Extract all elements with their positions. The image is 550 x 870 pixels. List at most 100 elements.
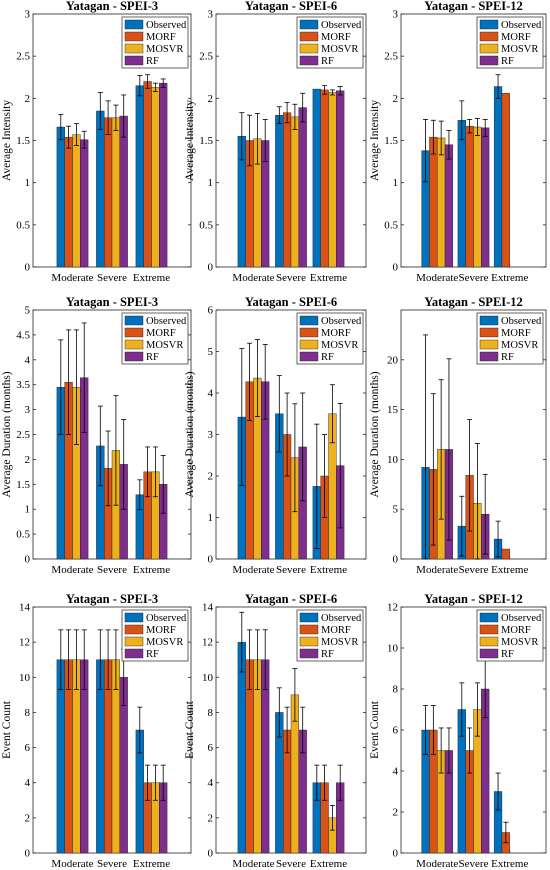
x-tick-label: Extreme xyxy=(133,858,170,870)
legend-label: MORF xyxy=(321,625,351,636)
legend-label: RF xyxy=(321,649,334,660)
y-tick-label: 2.5 xyxy=(16,51,30,63)
bar-mosvr xyxy=(328,92,337,268)
x-tick-label: Severe xyxy=(276,272,306,284)
legend-swatch-rf xyxy=(299,648,319,659)
x-tick-label: Extreme xyxy=(491,272,528,284)
legend-swatch-rf xyxy=(299,55,319,66)
legend-swatch-observed xyxy=(124,315,144,326)
y-tick-label: 14 xyxy=(202,602,214,614)
y-tick-label: 4 xyxy=(25,777,31,789)
y-tick-label: 2.5 xyxy=(16,429,30,441)
bar-observed xyxy=(312,88,321,268)
y-tick-label: 10 xyxy=(202,672,214,684)
bar-rf xyxy=(336,90,345,268)
y-tick-label: 10 xyxy=(387,454,399,466)
bar-mosvr xyxy=(111,117,121,268)
legend-label: Observed xyxy=(501,613,542,624)
legend-label: MOSVR xyxy=(146,44,183,55)
legend-label: Observed xyxy=(321,613,362,624)
y-tick-label: 10 xyxy=(19,672,31,684)
y-tick-label: 0 xyxy=(25,262,31,274)
bar-observed xyxy=(237,641,246,854)
x-tick-label: Extreme xyxy=(310,564,347,576)
bar-observed xyxy=(493,86,503,268)
y-tick-label: 1 xyxy=(208,512,214,524)
bar-observed xyxy=(275,114,284,268)
legend-swatch-morf xyxy=(299,31,319,42)
y-tick-label: 2.5 xyxy=(384,51,398,63)
y-axis-label: Event Count xyxy=(1,700,13,759)
legend-label: MOSVR xyxy=(321,637,358,648)
y-tick-label: 2 xyxy=(208,471,214,483)
bar-rf xyxy=(119,115,128,268)
y-tick-label: 2 xyxy=(25,812,31,824)
y-tick-label: 1 xyxy=(25,177,31,189)
legend-label: MORF xyxy=(146,328,176,339)
y-tick-label: 5 xyxy=(25,305,31,317)
y-tick-label: 8 xyxy=(25,707,31,719)
chart-panel-8: Yatagan - SPEI-6 0 2 4 6 8 10 12 14 Event Count Mo… xyxy=(184,592,367,870)
bar-morf xyxy=(283,112,292,268)
y-tick-label: 2 xyxy=(208,93,214,105)
chart-panel-6: Yatagan - SPEI-12 0 5 10 15 20 Average Duratio… xyxy=(369,295,547,576)
bar-rf xyxy=(298,107,307,268)
x-tick-label: Extreme xyxy=(491,858,528,870)
y-tick-label: 20 xyxy=(387,354,399,366)
chart-title: Yatagan - SPEI-6 xyxy=(245,592,337,606)
x-tick-label: Severe xyxy=(459,858,489,870)
legend-label: Observed xyxy=(146,20,187,31)
legend-swatch-mosvr xyxy=(124,636,144,647)
chart-panel-7: Yatagan - SPEI-3 0 2 4 6 8 10 12 14 Event Count Mo… xyxy=(1,592,192,870)
bar-morf xyxy=(143,81,152,268)
y-axis-label: Average Intensity xyxy=(369,100,381,181)
y-tick-label: 4 xyxy=(208,388,214,400)
y-tick-label: 4.5 xyxy=(16,329,30,341)
y-tick-label: 3 xyxy=(393,9,399,21)
legend-label: RF xyxy=(321,56,334,67)
y-tick-label: 6 xyxy=(208,742,214,754)
y-tick-label: 2 xyxy=(208,812,214,824)
bar-observed xyxy=(135,85,144,268)
legend-swatch-rf xyxy=(299,351,319,362)
x-tick-label: Moderate xyxy=(232,858,274,870)
legend-label: MORF xyxy=(501,625,531,636)
bar-observed xyxy=(457,120,466,268)
y-axis-label: Event Count xyxy=(369,700,381,759)
legend-label: MOSVR xyxy=(501,44,538,55)
y-tick-label: 12 xyxy=(19,637,30,649)
legend-swatch-observed xyxy=(124,19,144,30)
x-tick-label: Moderate xyxy=(416,272,458,284)
y-tick-label: 1.5 xyxy=(199,135,213,147)
bar-mosvr xyxy=(437,137,446,268)
bar-morf xyxy=(320,89,329,268)
legend-label: Observed xyxy=(321,316,362,327)
x-tick-label: Severe xyxy=(97,272,127,284)
legend-label: MOSVR xyxy=(501,340,538,351)
y-tick-label: 0 xyxy=(393,262,399,274)
legend-swatch-rf xyxy=(479,648,499,659)
legend-swatch-observed xyxy=(299,19,319,30)
y-tick-label: 15 xyxy=(387,404,399,416)
legend-swatch-rf xyxy=(124,351,144,362)
bar-morf xyxy=(429,136,438,268)
y-tick-label: 3 xyxy=(208,429,214,441)
legend-label: MORF xyxy=(321,32,351,43)
y-tick-label: 0 xyxy=(208,262,214,274)
bar-mosvr xyxy=(473,126,482,268)
bar-rf xyxy=(481,127,490,268)
legend-swatch-mosvr xyxy=(479,43,499,54)
legend-label: Observed xyxy=(146,613,187,624)
legend-label: Observed xyxy=(501,20,542,31)
legend-label: MOSVR xyxy=(501,637,538,648)
x-tick-label: Severe xyxy=(276,858,306,870)
legend-label: MORF xyxy=(146,625,176,636)
y-tick-label: 1 xyxy=(208,177,214,189)
legend-label: RF xyxy=(501,649,514,660)
legend-swatch-mosvr xyxy=(124,339,144,350)
bar-morf xyxy=(465,125,474,268)
legend-swatch-rf xyxy=(124,648,144,659)
legend-swatch-morf xyxy=(299,327,319,338)
y-tick-label: 6 xyxy=(208,305,214,317)
y-tick-label: 1.5 xyxy=(384,135,398,147)
